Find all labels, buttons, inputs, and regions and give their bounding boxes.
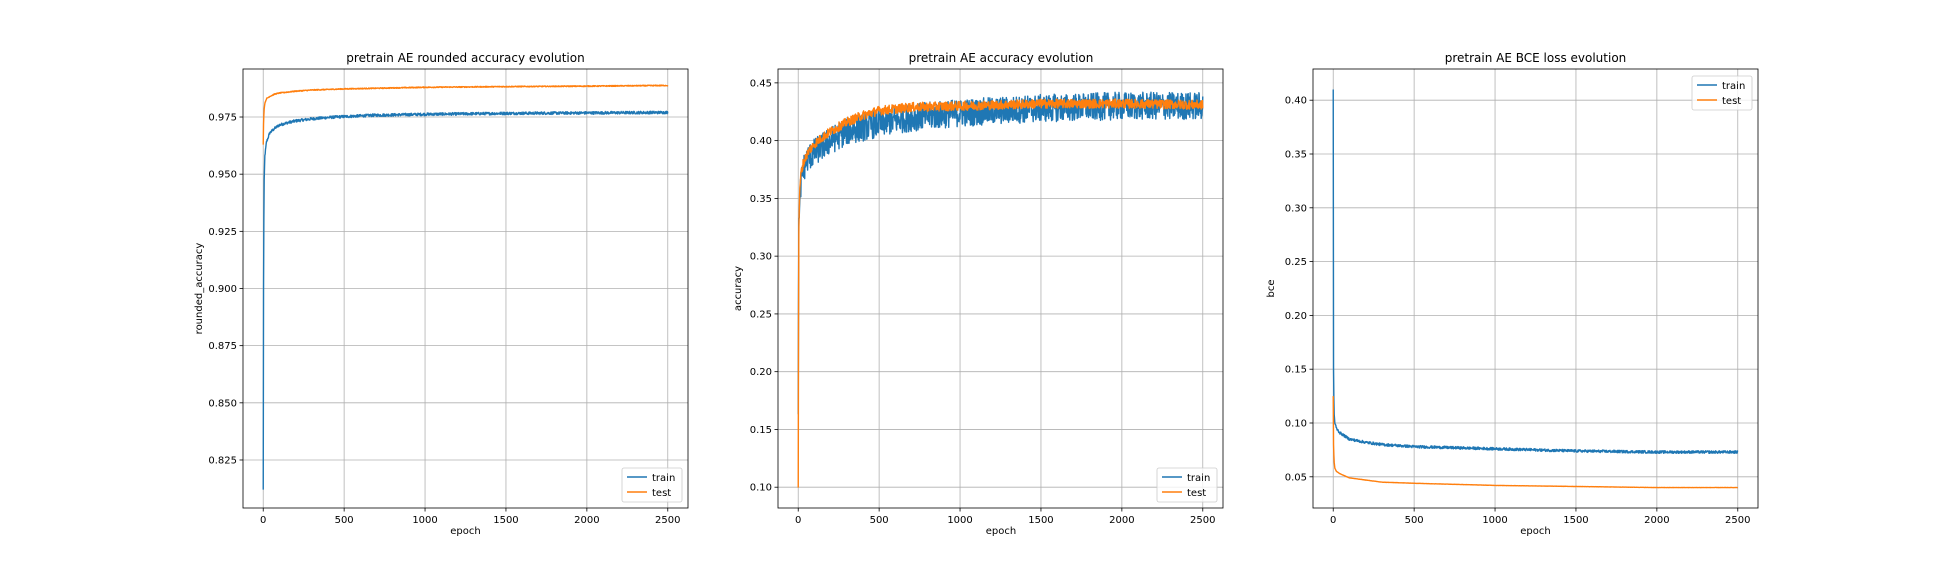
- x-tick-label: 0: [795, 515, 801, 526]
- x-tick-label: 500: [335, 515, 354, 526]
- y-tick-label: 0.975: [208, 113, 237, 124]
- y-tick-label: 0.925: [208, 227, 237, 238]
- x-tick-label: 1000: [947, 515, 972, 526]
- y-tick-label: 0.10: [1285, 418, 1307, 429]
- series-line-train: [1332, 89, 1739, 455]
- y-tick-label: 0.20: [750, 367, 772, 378]
- legend-test-label: test: [1187, 488, 1206, 499]
- y-tick-label: 0.850: [208, 398, 237, 409]
- legend: train test: [1691, 75, 1753, 111]
- y-tick-label: 0.875: [208, 341, 237, 352]
- y-tick-label: 0.20: [1285, 311, 1307, 322]
- series-line-test: [797, 98, 1204, 488]
- y-tick-label: 0.35: [1285, 150, 1307, 161]
- y-tick-label: 0.40: [750, 136, 772, 147]
- legend-train-label: train: [652, 473, 675, 484]
- x-tick-label: 0: [260, 515, 266, 526]
- x-tick-label: 500: [1405, 515, 1424, 526]
- y-tick-label: 0.30: [1285, 203, 1307, 214]
- series-line-test: [262, 84, 669, 145]
- y-tick-label: 0.45: [750, 78, 772, 89]
- x-axis-label: epoch: [986, 526, 1016, 537]
- series-line-train: [262, 110, 669, 490]
- x-tick-label: 1000: [412, 515, 437, 526]
- y-tick-label: 0.35: [750, 194, 772, 205]
- x-tick-label: 1500: [1563, 515, 1588, 526]
- y-tick-label: 0.25: [750, 309, 772, 320]
- x-tick-label: 2000: [574, 515, 599, 526]
- x-tick-label: 1000: [1482, 515, 1507, 526]
- x-axis-label: epoch: [1520, 526, 1550, 537]
- legend: train test: [1156, 467, 1218, 503]
- plot-frame: [1312, 68, 1759, 509]
- x-tick-label: 0: [1330, 515, 1336, 526]
- y-tick-label: 0.15: [750, 425, 772, 436]
- plot-frame: [777, 68, 1224, 509]
- x-tick-label: 2500: [1190, 515, 1215, 526]
- y-axis-label: bce: [1266, 280, 1277, 298]
- x-tick-label: 500: [870, 515, 889, 526]
- y-tick-label: 0.40: [1285, 96, 1307, 107]
- x-tick-label: 1500: [493, 515, 518, 526]
- x-tick-label: 2000: [1109, 515, 1134, 526]
- x-tick-label: 2500: [1725, 515, 1750, 526]
- legend-test-label: test: [652, 488, 671, 499]
- chart-title: pretrain AE BCE loss evolution: [1445, 51, 1627, 65]
- chart-title: pretrain AE accuracy evolution: [909, 51, 1094, 65]
- y-axis-label: accuracy: [733, 266, 744, 311]
- y-tick-label: 0.25: [1285, 257, 1307, 268]
- chart-panel-accuracy: pretrain AE accuracy evolution 0 500 1000 1…: [733, 51, 1224, 537]
- y-tick-label: 0.05: [1285, 472, 1307, 483]
- y-tick-label: 0.825: [208, 455, 237, 466]
- y-tick-label: 0.900: [208, 284, 237, 295]
- y-tick-label: 0.950: [208, 170, 237, 181]
- chart-panel-rounded-accuracy: pretrain AE rounded accuracy evolution 0…: [194, 51, 689, 537]
- legend-test-label: test: [1722, 96, 1741, 107]
- chart-title: pretrain AE rounded accuracy evolution: [346, 51, 584, 65]
- chart-panel-bce-loss: pretrain AE BCE loss evolution 0 500 1000 1…: [1266, 51, 1759, 537]
- legend-train-label: train: [1722, 81, 1745, 92]
- legend: train test: [621, 467, 683, 503]
- x-tick-label: 2000: [1644, 515, 1669, 526]
- series-line-test: [1332, 396, 1739, 489]
- x-tick-label: 2500: [655, 515, 680, 526]
- legend-train-label: train: [1187, 473, 1210, 484]
- y-axis-label: rounded_accuracy: [194, 243, 205, 335]
- y-tick-label: 0.30: [750, 252, 772, 263]
- y-tick-label: 0.10: [750, 483, 772, 494]
- x-axis-label: epoch: [450, 526, 480, 537]
- y-tick-label: 0.15: [1285, 365, 1307, 376]
- x-tick-label: 1500: [1028, 515, 1053, 526]
